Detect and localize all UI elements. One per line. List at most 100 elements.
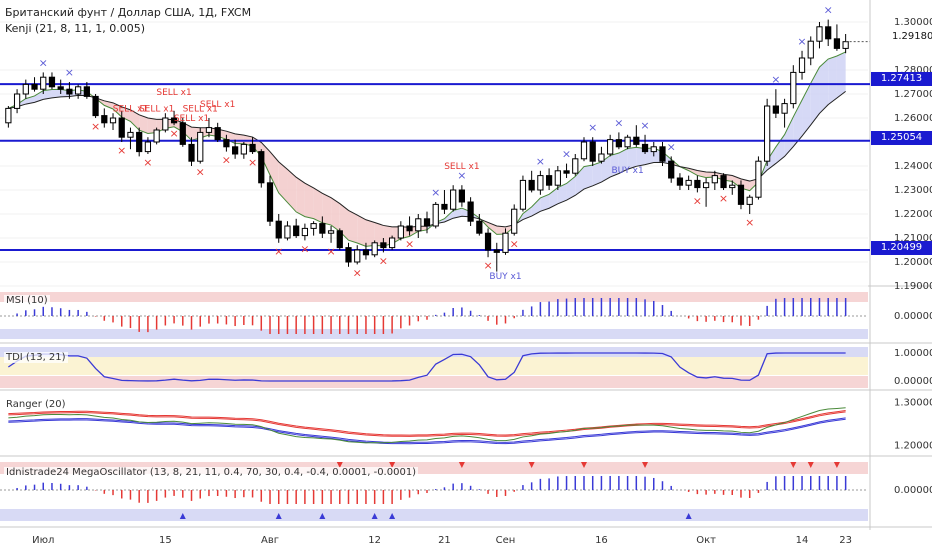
tdi-y-tick-label: 0.00000 xyxy=(894,376,932,387)
kenji-cloud-segment xyxy=(51,89,61,98)
kenji-cloud-segment xyxy=(331,197,340,232)
kenji-cloud-segment xyxy=(793,100,803,147)
candle-body xyxy=(205,127,213,133)
candle-body xyxy=(807,40,814,59)
candle-body xyxy=(737,184,745,205)
kenji-cloud-segment xyxy=(296,177,305,217)
candle-body xyxy=(833,38,841,49)
candle-body xyxy=(354,249,361,263)
candle-body xyxy=(720,175,727,189)
candle-body xyxy=(162,117,169,131)
candle-body xyxy=(545,175,553,186)
tdi-line xyxy=(7,352,846,382)
kenji-cloud-segment xyxy=(627,147,637,170)
main-y-tick-label: 1.20000 xyxy=(894,257,932,268)
candle-body xyxy=(676,177,684,186)
kenji-cloud-segment xyxy=(592,161,602,186)
x-axis-label: 23 xyxy=(839,535,852,546)
kenji-cloud-segment xyxy=(453,208,462,219)
main-y-tick-label: 1.28000 xyxy=(894,65,932,76)
kenji-cloud-segment xyxy=(287,169,297,212)
kenji-cloud-segment xyxy=(322,193,332,226)
candle-body xyxy=(842,41,849,49)
osc-sell-triangle xyxy=(807,462,814,468)
signal-x-marker: × xyxy=(431,186,440,199)
level-tag-3: 1.20499 xyxy=(871,241,932,255)
candle-body xyxy=(650,146,657,153)
candle-body xyxy=(493,249,500,253)
ranger-upper-line xyxy=(8,411,846,437)
candle-body xyxy=(589,141,596,162)
signal-x-marker: × xyxy=(797,35,806,48)
candle-body xyxy=(598,153,605,162)
candle-body xyxy=(615,139,622,148)
kenji-cloud-segment xyxy=(767,146,776,171)
osc-buy-triangle xyxy=(179,513,186,519)
signal-x-marker: × xyxy=(667,140,676,153)
candle-body xyxy=(388,237,396,249)
candle-body xyxy=(336,230,343,249)
tdi-y-tick-label: 1.00000 xyxy=(894,348,932,359)
signal-x-marker: × xyxy=(405,238,414,251)
x-axis-label: 21 xyxy=(438,535,451,546)
candle-body xyxy=(711,175,718,184)
signal-label-sell: SELL x1 xyxy=(200,100,235,110)
signal-x-marker: × xyxy=(196,166,205,179)
candle-body xyxy=(240,143,247,155)
signal-x-marker: × xyxy=(640,119,649,132)
kenji-cloud-segment xyxy=(836,51,846,99)
candle-body xyxy=(48,76,56,88)
kenji-cloud-segment xyxy=(304,183,314,219)
candle-body xyxy=(406,225,413,232)
signal-x-marker: × xyxy=(117,144,126,157)
x-axis-label: 14 xyxy=(796,535,809,546)
msi-lower-band xyxy=(0,329,868,339)
signal-x-marker: × xyxy=(588,121,597,134)
candle-body xyxy=(441,203,448,210)
msi-upper-band xyxy=(0,292,868,302)
candle-body xyxy=(563,170,570,174)
ranger-lower-line xyxy=(8,418,846,445)
x-axis-label: 12 xyxy=(368,535,381,546)
candle-body xyxy=(362,249,370,256)
candle-body xyxy=(83,86,90,97)
osc-buy-triangle xyxy=(371,513,378,519)
signal-x-marker: × xyxy=(536,155,545,168)
oscillator-pane-title: Idnistrade24 MegaOscillator (13, 8, 21, … xyxy=(4,467,419,478)
candle-body xyxy=(266,182,274,222)
signal-x-marker: × xyxy=(562,148,571,161)
osc-sell-triangle xyxy=(790,462,797,468)
candle-body xyxy=(641,143,649,153)
osc-sell-triangle xyxy=(642,462,649,468)
signal-label-sell: SELL x1 xyxy=(183,105,218,115)
candle-body xyxy=(371,242,378,256)
candle-body xyxy=(607,139,614,155)
kenji-cloud-segment xyxy=(365,219,375,247)
ranger-mid-line xyxy=(8,407,846,444)
signal-x-marker: × xyxy=(510,238,519,251)
candle-body xyxy=(327,230,335,234)
candle-body xyxy=(153,129,160,143)
kenji-cloud-segment xyxy=(540,194,550,212)
tdi-lower-band xyxy=(0,376,868,388)
candle-body xyxy=(249,143,256,153)
x-axis-label: Окт xyxy=(696,535,716,546)
candle-body xyxy=(144,141,152,153)
candle-body xyxy=(179,122,186,145)
candle-body xyxy=(22,83,29,95)
candle-body xyxy=(458,189,466,203)
osc-sell-triangle xyxy=(389,462,396,468)
x-axis-label: 15 xyxy=(159,535,172,546)
candle-body xyxy=(397,225,404,239)
candle-body xyxy=(432,203,439,227)
osc-buy-triangle xyxy=(275,513,282,519)
signal-label-sell: SELL x1 xyxy=(156,88,191,98)
candle-body xyxy=(57,86,64,90)
last-price-label: 1.29180 xyxy=(892,31,932,42)
kenji-cloud-segment xyxy=(784,116,794,157)
candle-body xyxy=(127,131,134,138)
osc-y-tick-label: 0.00000 xyxy=(894,485,932,496)
candle-body xyxy=(772,105,779,114)
signal-x-marker: × xyxy=(379,254,388,267)
